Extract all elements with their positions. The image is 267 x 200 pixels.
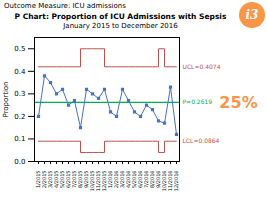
svg-text:4/2016: 4/2016 (125, 170, 132, 189)
svg-text:6/2015: 6/2015 (65, 170, 72, 189)
svg-text:0.0: 0.0 (14, 158, 25, 166)
svg-text:11/2015: 11/2015 (95, 170, 102, 192)
svg-text:3/2015: 3/2015 (47, 170, 54, 189)
svg-text:12/2015: 12/2015 (101, 170, 108, 192)
svg-text:0.1: 0.1 (14, 135, 25, 143)
svg-text:3/2016: 3/2016 (119, 170, 126, 189)
svg-text:1/2016: 1/2016 (107, 170, 114, 189)
html-text:i3: i3 (245, 8, 259, 22)
svg-text:8/2016: 8/2016 (149, 170, 156, 189)
svg-text:9/2016: 9/2016 (155, 170, 162, 189)
svg-text:UCL=0.4074: UCL=0.4074 (183, 63, 221, 70)
svg-text:Proportion: Proportion (2, 81, 10, 117)
svg-text:0.5: 0.5 (14, 45, 25, 53)
svg-text:8/2015: 8/2015 (77, 170, 84, 189)
svg-text:7/2016: 7/2016 (143, 170, 150, 189)
svg-text:9/2015: 9/2015 (83, 170, 90, 189)
svg-text:LCL=0.0864: LCL=0.0864 (183, 137, 220, 144)
svg-text:25%: 25% (219, 93, 257, 112)
svg-text:10/2016: 10/2016 (161, 170, 168, 192)
svg-text:6/2016: 6/2016 (137, 170, 144, 189)
svg-text:4/2015: 4/2015 (53, 170, 60, 189)
svg-text:10/2015: 10/2015 (89, 170, 96, 192)
html-text:January 2015 to December 2016: January 2015 to December 2016 (63, 22, 178, 30)
svg-text:12/2016: 12/2016 (173, 171, 179, 192)
svg-text:5/2015: 5/2015 (59, 170, 66, 189)
svg-text:2/2015: 2/2015 (41, 170, 48, 189)
svg-text:0.2: 0.2 (14, 113, 25, 121)
svg-text:0.3: 0.3 (14, 90, 25, 98)
svg-text:2/2016: 2/2016 (113, 170, 120, 189)
svg-text:7/2015: 7/2015 (71, 170, 78, 189)
svg-text:5/2016: 5/2016 (131, 170, 138, 189)
svg-text:11/2016: 11/2016 (167, 170, 174, 192)
html-text:P Chart: Proportion of ICU Adm: P Chart: Proportion of ICU Admissions wi… (14, 12, 227, 21)
html-text:Outcome Measure: ICU admission: Outcome Measure: ICU admissions (4, 2, 126, 10)
svg-text:P=0.2619: P=0.2619 (183, 98, 213, 105)
svg-text:0.4: 0.4 (14, 68, 26, 76)
svg-text:1/2015: 1/2015 (35, 170, 42, 189)
